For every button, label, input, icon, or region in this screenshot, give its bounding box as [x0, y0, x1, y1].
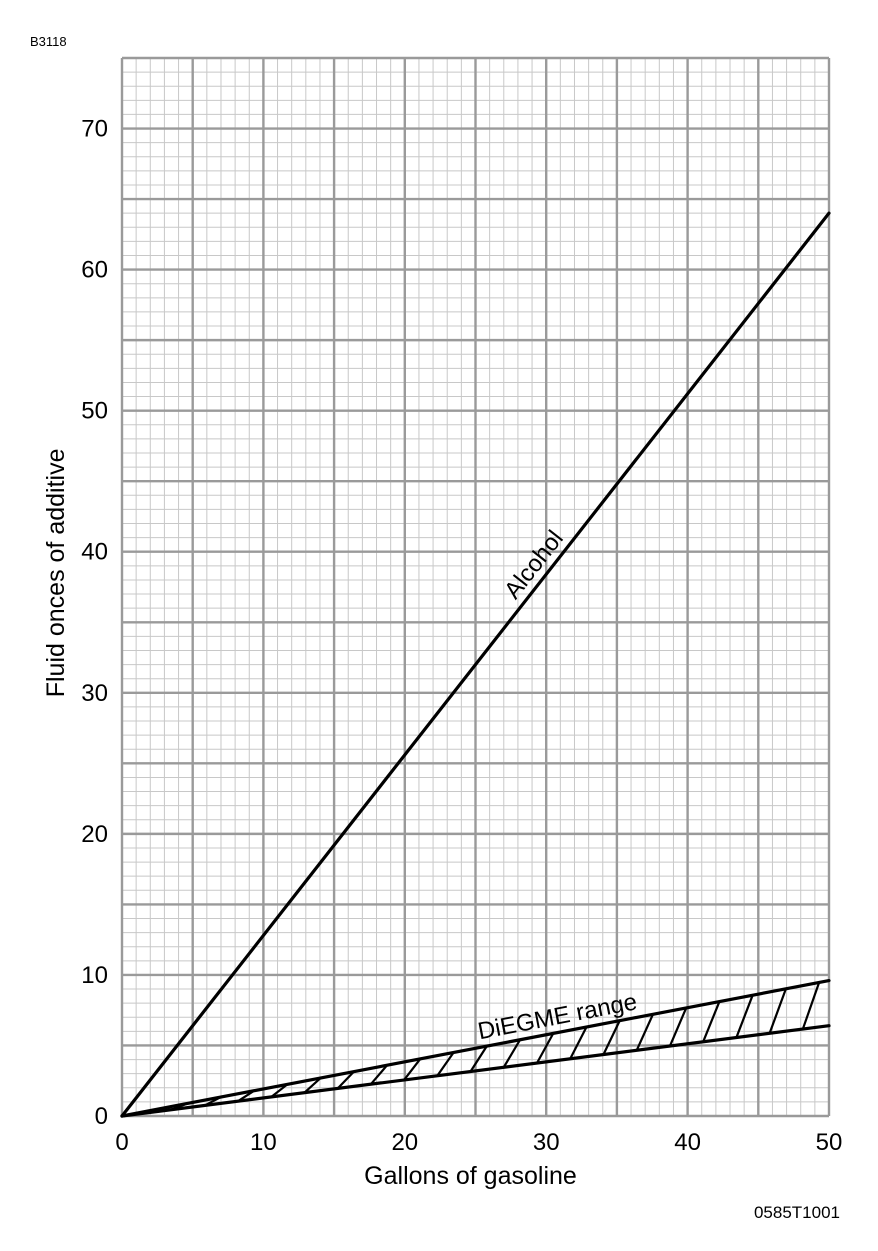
hatch-stroke	[801, 982, 821, 1030]
x-tick-label: 10	[250, 1129, 277, 1156]
y-tick-label: 60	[81, 257, 108, 284]
tick-labels: 0 10 20 30 40 50 0 10 20 30 40 50 60 70	[81, 116, 842, 1156]
hatch-stroke	[502, 1039, 521, 1068]
x-axis-label: Gallons of gasoline	[364, 1162, 577, 1190]
x-tick-label: 20	[391, 1129, 418, 1156]
x-tick-label: 30	[533, 1129, 560, 1156]
y-tick-label: 30	[81, 680, 108, 707]
x-tick-label: 0	[115, 1129, 128, 1156]
grid-major	[120, 56, 831, 1118]
y-tick-label: 40	[81, 539, 108, 566]
hatch-stroke	[403, 1058, 422, 1081]
hatch-stroke	[635, 1013, 654, 1051]
hatch-stroke	[569, 1026, 588, 1060]
figure-id-top: B3118	[30, 34, 67, 49]
hatch-stroke	[536, 1032, 555, 1064]
hatch-stroke	[668, 1007, 688, 1047]
diegme-hatch	[171, 982, 821, 1111]
series-line-diegme-high	[120, 978, 831, 1118]
y-tick-label: 70	[81, 116, 108, 143]
hatch-stroke	[370, 1064, 388, 1085]
y-tick-label: 50	[81, 398, 108, 425]
series-label-diegme: DiEGME range	[476, 988, 640, 1045]
hatch-stroke	[735, 994, 754, 1038]
y-axis-label: Fluid onces of additive	[42, 449, 70, 698]
hatch-stroke	[303, 1077, 322, 1094]
hatch-stroke	[436, 1051, 455, 1077]
hatch-stroke	[768, 988, 787, 1034]
y-tick-label: 20	[81, 821, 108, 848]
hatch-stroke	[469, 1045, 488, 1073]
x-tick-label: 50	[816, 1129, 843, 1156]
y-tick-label: 10	[81, 962, 108, 989]
chart-labels: Gallons of gasoline Fluid onces of additi…	[42, 449, 639, 1190]
hatch-stroke	[702, 1001, 721, 1043]
series-line-alcohol	[120, 211, 831, 1118]
series-line-diegme-low	[120, 1024, 831, 1118]
hatch-stroke	[602, 1020, 621, 1055]
x-tick-label: 40	[674, 1129, 701, 1156]
series-lines	[120, 211, 831, 1118]
y-tick-label: 0	[95, 1103, 108, 1130]
figure-id-bottom: 0585T1001	[753, 1203, 840, 1222]
hatch-stroke	[336, 1070, 355, 1090]
